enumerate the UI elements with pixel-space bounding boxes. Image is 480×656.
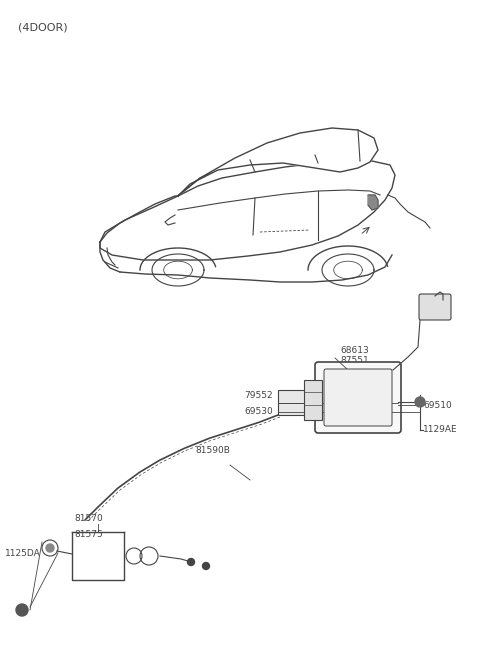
Text: 68613: 68613 bbox=[340, 346, 369, 355]
Bar bbox=[278, 390, 306, 415]
Text: 69510: 69510 bbox=[423, 401, 452, 409]
Text: 69530: 69530 bbox=[244, 407, 273, 417]
Circle shape bbox=[415, 397, 425, 407]
Text: 79552: 79552 bbox=[244, 391, 273, 400]
Polygon shape bbox=[100, 161, 395, 260]
Circle shape bbox=[46, 544, 54, 552]
Text: 81570: 81570 bbox=[74, 514, 103, 523]
Circle shape bbox=[188, 558, 194, 565]
Text: 81575: 81575 bbox=[74, 530, 103, 539]
Text: (4DOOR): (4DOOR) bbox=[18, 22, 68, 32]
Text: 1125DA: 1125DA bbox=[5, 548, 41, 558]
Text: 87551: 87551 bbox=[340, 356, 369, 365]
Circle shape bbox=[203, 562, 209, 569]
Bar bbox=[304, 380, 322, 420]
FancyBboxPatch shape bbox=[419, 294, 451, 320]
Text: 1129AE: 1129AE bbox=[423, 426, 457, 434]
Circle shape bbox=[16, 604, 28, 616]
FancyBboxPatch shape bbox=[315, 362, 401, 433]
FancyBboxPatch shape bbox=[324, 369, 392, 426]
Polygon shape bbox=[178, 128, 378, 196]
Text: 81590B: 81590B bbox=[195, 446, 230, 455]
Polygon shape bbox=[368, 195, 378, 210]
